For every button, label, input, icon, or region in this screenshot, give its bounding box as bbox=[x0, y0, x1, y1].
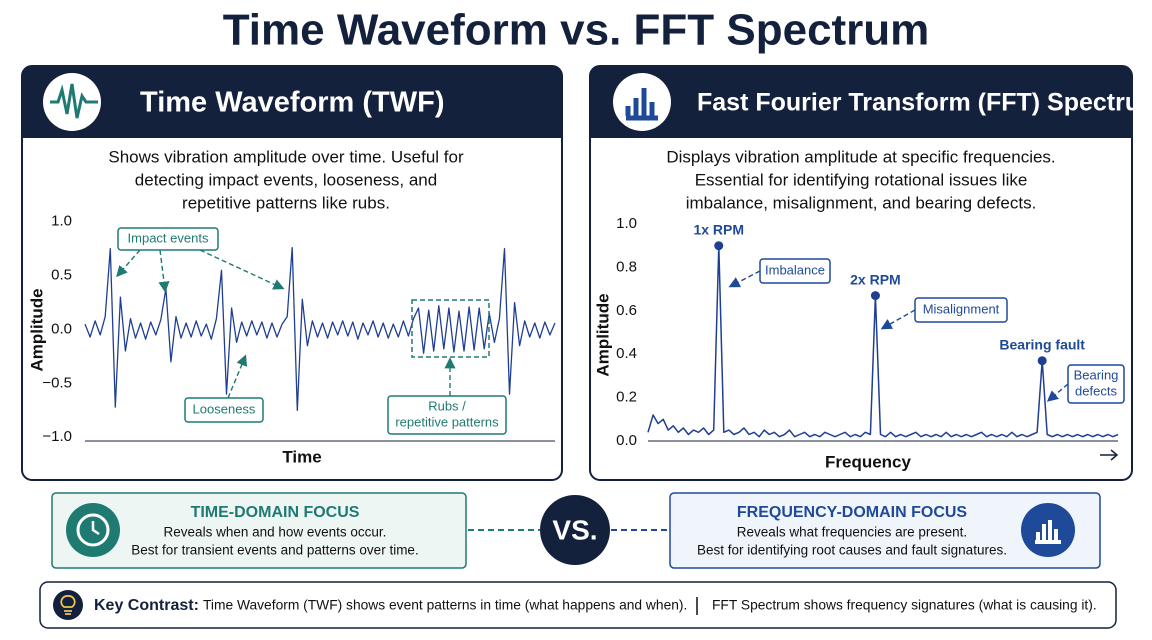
data-line bbox=[84, 246, 556, 411]
y-tick-label: 1.0 bbox=[616, 215, 637, 232]
y-axis-label: Amplitude bbox=[593, 293, 612, 376]
annotation-box bbox=[914, 297, 1008, 323]
description: Essential for identifying rotational iss… bbox=[695, 170, 1028, 189]
y-tick-label: 0.2 bbox=[616, 389, 637, 406]
annotation-text: Looseness bbox=[193, 401, 256, 416]
key-text: Time Waveform (TWF) shows event patterns… bbox=[203, 598, 687, 613]
icon bbox=[91, 521, 100, 536]
icon bbox=[53, 590, 83, 620]
y-tick-label: −0.5 bbox=[42, 374, 72, 391]
icon bbox=[1035, 520, 1061, 544]
annotation-box bbox=[759, 258, 831, 284]
panel-header bbox=[590, 66, 1132, 138]
icon bbox=[60, 595, 76, 615]
y-tick-label: 0.6 bbox=[616, 302, 637, 319]
key-contrast-bar bbox=[39, 581, 1117, 629]
annotation-arrow bbox=[227, 354, 247, 399]
annotation-arrow bbox=[116, 249, 141, 278]
description: repetitive patterns like rubs. bbox=[182, 193, 390, 212]
annotation-arrow bbox=[199, 249, 285, 290]
peak-marker bbox=[1037, 356, 1047, 366]
key-text: FFT Spectrum shows frequency signatures … bbox=[712, 598, 1097, 613]
focus-title: TIME-DOMAIN FOCUS bbox=[191, 504, 360, 521]
annotation-box bbox=[387, 395, 507, 435]
focus-title: FREQUENCY-DOMAIN FOCUS bbox=[737, 504, 968, 521]
y-tick-label: 0.4 bbox=[616, 345, 637, 362]
annotation-arrow bbox=[1046, 383, 1069, 402]
focus-text: Reveals what frequencies are present. bbox=[737, 525, 967, 540]
focus-text: Reveals when and how events occur. bbox=[164, 525, 387, 540]
annotation-box bbox=[184, 397, 264, 423]
annotation-text: repetitive patterns bbox=[395, 414, 499, 429]
y-tick-label: 0.0 bbox=[51, 320, 72, 337]
axis-arrow bbox=[1100, 449, 1119, 461]
panel-title: Time Waveform (TWF) bbox=[140, 87, 445, 119]
peak-label: 2x RPM bbox=[850, 271, 901, 287]
annotation-arrow bbox=[158, 249, 170, 293]
description: Shows vibration amplitude over time. Use… bbox=[108, 147, 464, 166]
annotation-text: Misalignment bbox=[923, 301, 1000, 316]
focus-box bbox=[669, 492, 1101, 569]
annotation-text: defects bbox=[1075, 383, 1117, 398]
description: detecting impact events, looseness, and bbox=[135, 170, 437, 189]
x-axis-label: Frequency bbox=[825, 452, 912, 471]
y-tick-label: 0.5 bbox=[51, 267, 72, 284]
vs-text: VS. bbox=[552, 514, 597, 545]
annotation-box bbox=[1067, 364, 1125, 404]
y-tick-label: 1.0 bbox=[51, 213, 72, 230]
panel-header bbox=[22, 66, 562, 138]
data-line bbox=[647, 244, 1119, 438]
icon bbox=[76, 513, 110, 547]
focus-text: Best for identifying root causes and fau… bbox=[697, 543, 1007, 558]
focus-text: Best for transient events and patterns o… bbox=[131, 543, 418, 558]
x-axis-label: Time bbox=[282, 447, 321, 466]
y-tick-label: 0.0 bbox=[616, 432, 637, 449]
icon bbox=[625, 88, 658, 121]
page-title: Time Waveform vs. FFT Spectrum bbox=[223, 6, 930, 55]
annotation-arrow bbox=[880, 309, 916, 330]
y-axis-label: Amplitude bbox=[27, 288, 46, 371]
vs-badge bbox=[540, 495, 610, 565]
peak-label: Bearing fault bbox=[999, 336, 1085, 352]
y-tick-label: 0.8 bbox=[616, 258, 637, 275]
panel-title: Fast Fourier Transform (FFT) Spectrum bbox=[697, 89, 1152, 117]
annotation-region bbox=[411, 299, 490, 358]
peak-marker bbox=[714, 241, 724, 251]
focus-box bbox=[51, 492, 467, 569]
icon bbox=[43, 73, 101, 131]
key-label: Key Contrast: bbox=[94, 597, 199, 614]
peak-label: 1x RPM bbox=[693, 221, 744, 237]
peak-marker bbox=[870, 291, 880, 301]
annotation-text: Rubs / bbox=[428, 398, 466, 413]
annotation-arrow bbox=[728, 270, 761, 288]
annotation-text: Bearing bbox=[1074, 367, 1119, 382]
annotation-box bbox=[117, 227, 219, 251]
annotation-text: Impact events bbox=[128, 230, 209, 245]
y-tick-label: −1.0 bbox=[42, 428, 72, 445]
description: imbalance, misalignment, and bearing def… bbox=[686, 193, 1037, 212]
annotation-text: Imbalance bbox=[765, 262, 825, 277]
icon bbox=[50, 83, 98, 119]
description: Displays vibration amplitude at specific… bbox=[666, 147, 1055, 166]
